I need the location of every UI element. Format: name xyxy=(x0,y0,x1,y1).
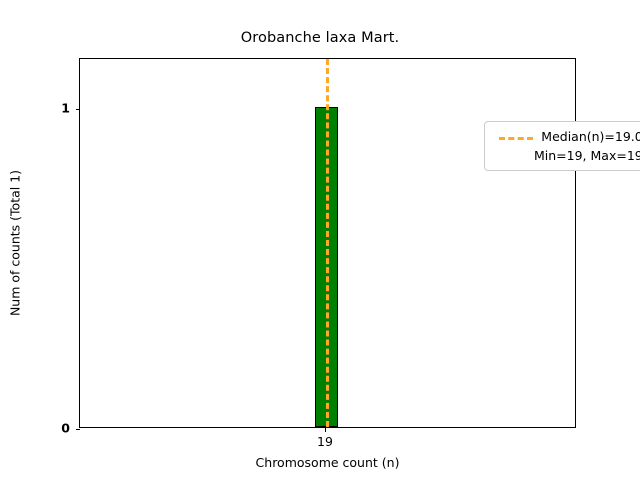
plot-area: Median(n)=19.0 Min=19, Max=19 xyxy=(76,58,640,430)
legend-label-median: Median(n)=19.0 xyxy=(541,129,640,144)
y-tick-mark xyxy=(76,429,80,430)
y-tick-label: 0 xyxy=(61,420,70,436)
x-tick-mark xyxy=(325,428,326,432)
y-axis-label: Num of counts (Total 1) xyxy=(7,169,23,317)
median-line xyxy=(326,59,329,427)
chart-title: Orobanche laxa Mart. xyxy=(240,30,400,46)
dashed-line-icon xyxy=(499,131,534,143)
legend-label-minmax: Min=19, Max=19 xyxy=(534,148,640,163)
y-axis-label-container: Num of counts (Total 1) xyxy=(0,58,30,428)
x-axis-label: Chromosome count (n) xyxy=(255,455,400,470)
y-tick-mark xyxy=(76,108,80,110)
legend-row: Median(n)=19.0 xyxy=(492,127,640,146)
y-tick-label: 1 xyxy=(61,100,70,116)
legend-row: Min=19, Max=19 xyxy=(492,146,640,165)
x-tick-label: 19 xyxy=(317,434,333,449)
chart-legend: Median(n)=19.0 Min=19, Max=19 xyxy=(484,121,640,171)
